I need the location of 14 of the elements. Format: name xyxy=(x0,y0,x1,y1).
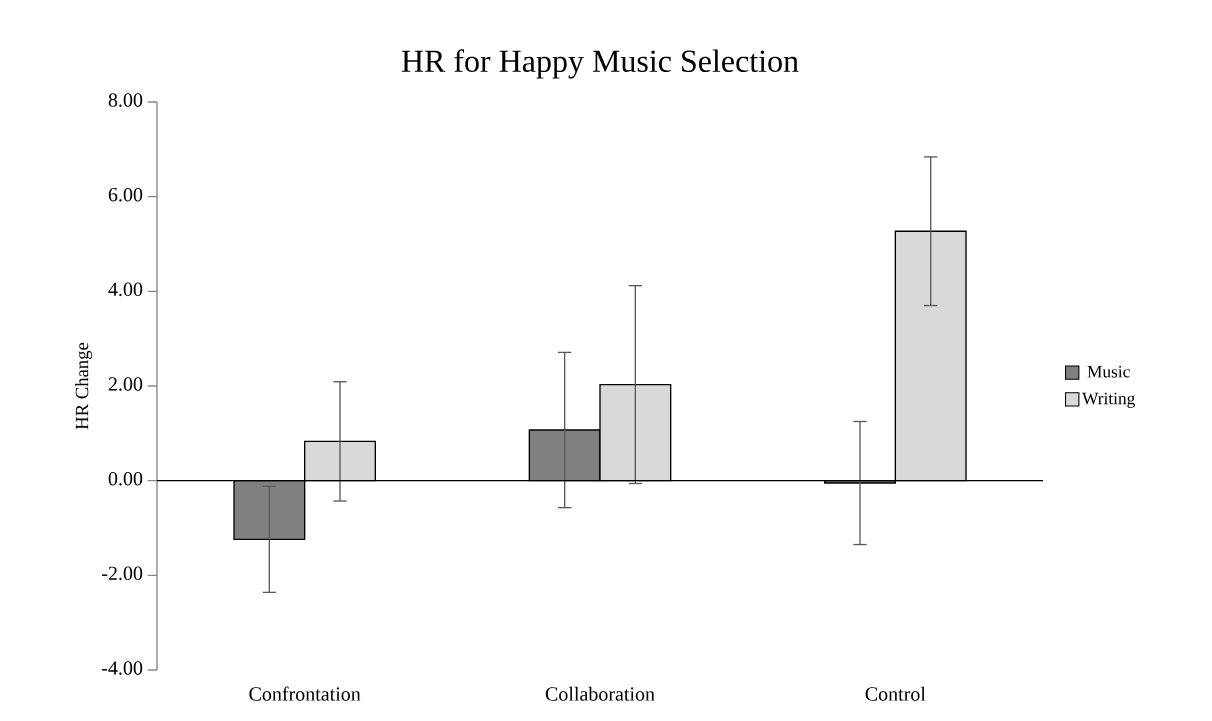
y-tick-label: 2.00 xyxy=(108,377,143,391)
x-tick-label: Collaboration xyxy=(545,686,655,701)
y-tick-label: 4.00 xyxy=(108,282,143,297)
legend-label: Music xyxy=(1087,365,1130,378)
y-tick-label: -4.00 xyxy=(102,661,143,675)
y-tick-label: 0.00 xyxy=(108,471,143,486)
x-tick-label: Control xyxy=(865,686,926,701)
y-tick-label: 6.00 xyxy=(108,187,143,202)
y-tick-label: 8.00 xyxy=(108,93,143,107)
y-tick-label: -2.00 xyxy=(102,566,143,581)
x-tick-label: Confrontation xyxy=(249,686,361,701)
y-axis-title: HR Change xyxy=(75,342,93,430)
legend-label: Writing xyxy=(1082,392,1135,408)
chart-title: HR for Happy Music Selection xyxy=(401,49,799,79)
